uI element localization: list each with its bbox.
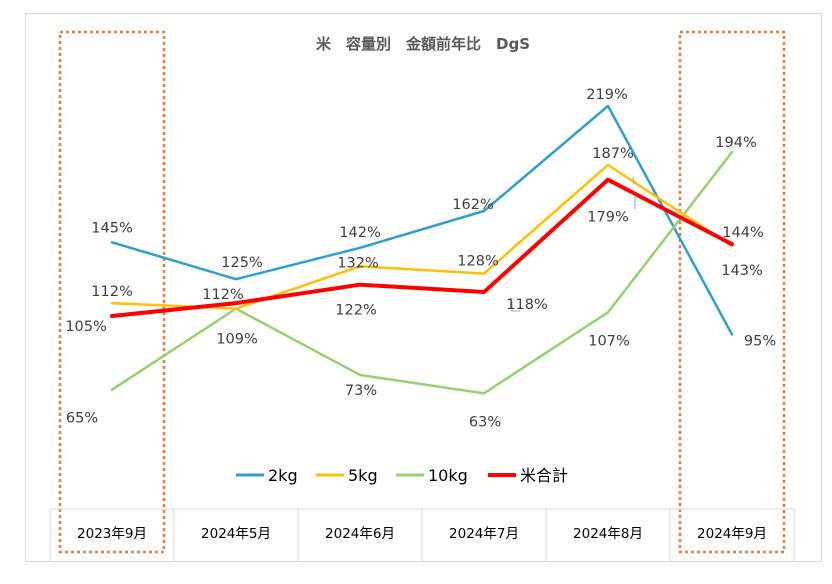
data-label-1-2: 132% bbox=[337, 255, 378, 271]
legend-label-1: 5kg bbox=[348, 466, 378, 485]
data-label-2-3: 63% bbox=[469, 414, 501, 430]
data-label-0-4: 219% bbox=[586, 87, 627, 103]
data-label-3-5: 144% bbox=[722, 225, 763, 241]
x-tick-label: 2024年8月 bbox=[573, 526, 643, 542]
leader-line bbox=[511, 302, 520, 312]
x-tick-label: 2023年9月 bbox=[77, 526, 147, 542]
x-tick-label: 2024年6月 bbox=[325, 526, 395, 542]
data-label-1-4: 187% bbox=[592, 146, 633, 162]
data-label-2-0: 65% bbox=[66, 411, 98, 427]
data-label-2-2: 73% bbox=[345, 383, 377, 399]
legend-label-2: 10kg bbox=[428, 466, 468, 485]
data-label-1-0: 112% bbox=[91, 284, 132, 300]
data-label-3-2: 122% bbox=[335, 303, 376, 319]
highlight-box-5 bbox=[678, 30, 786, 554]
data-label-3-1: 112% bbox=[202, 287, 243, 303]
x-tick-label: 2024年5月 bbox=[201, 526, 271, 542]
x-tick-label: 2024年9月 bbox=[697, 526, 767, 542]
series-line-3 bbox=[110, 177, 734, 318]
legend-label-3: 米合計 bbox=[520, 466, 568, 485]
data-label-0-5: 95% bbox=[744, 333, 776, 349]
data-label-1-5: 143% bbox=[721, 263, 762, 279]
data-label-0-0: 145% bbox=[91, 220, 132, 236]
series-line-2 bbox=[110, 150, 734, 395]
data-label-3-4: 179% bbox=[587, 210, 628, 226]
series-line-0 bbox=[110, 104, 734, 336]
data-label-2-1: 109% bbox=[216, 332, 257, 348]
data-label-0-3: 162% bbox=[452, 197, 493, 213]
leader-line bbox=[632, 176, 635, 185]
data-label-0-1: 125% bbox=[221, 255, 262, 271]
data-label-1-3: 128% bbox=[457, 254, 498, 270]
x-tick-label: 2024年7月 bbox=[449, 526, 519, 542]
data-label-2-4: 107% bbox=[588, 333, 629, 349]
line-chart: 米 容量別 金額前年比 DgS 2023年9月 2024年5月 2024年6月 202… bbox=[49, 30, 795, 562]
series-line-1 bbox=[110, 163, 734, 310]
chart-title: 米 容量別 金額前年比 DgS bbox=[316, 35, 530, 53]
legend-label-0: 2kg bbox=[268, 466, 298, 485]
data-label-3-3: 118% bbox=[506, 297, 547, 313]
chart-frame: 米 容量別 金額前年比 DgS 2023年9月 2024年5月 2024年6月 202… bbox=[25, 13, 822, 562]
data-label-3-0: 105% bbox=[65, 319, 106, 335]
data-label-0-2: 142% bbox=[339, 225, 380, 241]
data-label-2-5: 194% bbox=[715, 135, 756, 151]
